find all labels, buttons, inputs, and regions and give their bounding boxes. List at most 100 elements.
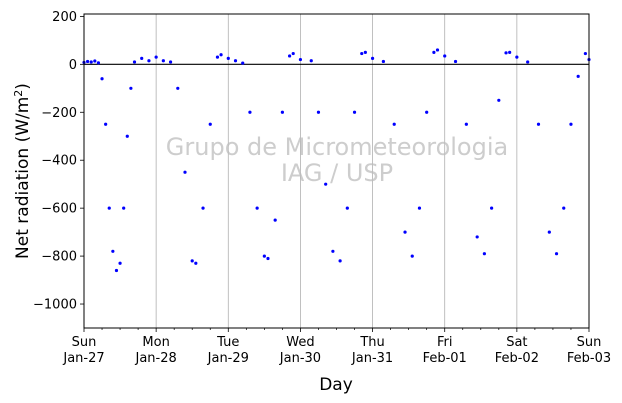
data-point-0-35 (273, 218, 277, 222)
data-point-0-48 (363, 50, 367, 54)
data-point-0-49 (370, 56, 375, 60)
data-point-0-47 (360, 51, 364, 56)
data-point-0-37 (288, 54, 292, 58)
y-tick-label-5: −800 (41, 250, 77, 265)
data-point-0-70 (547, 230, 551, 234)
data-point-0-9 (114, 268, 119, 273)
x-tick-day-5: Fri (437, 335, 453, 350)
data-point-0-50 (381, 59, 385, 64)
data-point-0-54 (417, 206, 422, 210)
data-point-0-36 (280, 110, 284, 114)
x-axis-ticks: SunJan-27MonJan-28TueJan-29WedJan-30ThuJ… (62, 328, 611, 366)
x-tick-day-4: Thu (359, 335, 384, 350)
data-point-0-60 (464, 122, 468, 126)
data-point-0-68 (526, 60, 530, 64)
data-point-0-73 (569, 122, 573, 126)
data-point-0-27 (219, 53, 223, 57)
data-point-0-42 (324, 182, 328, 186)
data-point-0-29 (233, 59, 238, 63)
data-point-0-28 (226, 56, 230, 60)
data-point-0-39 (298, 57, 303, 62)
data-point-0-46 (352, 110, 357, 114)
x-tick-day-7: Sun (577, 335, 602, 350)
data-point-0-59 (453, 59, 458, 64)
data-point-0-43 (331, 249, 335, 253)
y-axis-title-close: ) (13, 83, 33, 90)
data-point-0-34 (266, 256, 270, 261)
data-point-0-14 (132, 60, 137, 64)
y-tick-label-1: 0 (69, 58, 77, 73)
data-point-0-22 (190, 259, 194, 263)
watermark: Grupo de Micrometeorologia IAG / USP (166, 133, 508, 187)
y-tick-label-6: −1000 (33, 298, 77, 313)
data-point-0-10 (118, 261, 122, 265)
y-tick-label-0: 200 (52, 10, 77, 25)
data-point-0-8 (111, 249, 115, 253)
data-point-0-12 (125, 134, 129, 138)
grid-lines (155, 14, 518, 328)
watermark-line2: IAG / USP (281, 159, 393, 187)
data-point-0-24 (201, 206, 205, 210)
data-point-0-17 (154, 55, 158, 59)
data-point-0-21 (183, 170, 187, 174)
y-axis-title-superscript: 2 (12, 90, 25, 97)
x-tick-day-1: Mon (142, 335, 169, 350)
data-point-0-75 (583, 51, 587, 56)
data-point-0-19 (168, 60, 173, 64)
data-point-0-51 (392, 122, 396, 126)
data-point-0-67 (515, 55, 519, 59)
data-point-0-74 (576, 74, 580, 78)
data-point-0-71 (554, 252, 559, 256)
data-point-0-62 (482, 252, 486, 256)
watermark-line1: Grupo de Micrometeorologia (166, 133, 508, 161)
x-tick-day-3: Wed (286, 335, 314, 350)
data-point-0-64 (497, 98, 501, 102)
data-point-0-13 (129, 86, 133, 90)
x-axis-title: Day (319, 375, 353, 395)
data-point-0-31 (248, 110, 252, 114)
data-point-0-25 (208, 122, 212, 126)
data-point-0-63 (490, 206, 494, 210)
data-point-0-6 (104, 122, 108, 126)
data-point-0-45 (345, 206, 349, 210)
data-point-0-33 (262, 254, 266, 258)
data-point-0-32 (255, 206, 259, 210)
x-tick-day-0: Sun (72, 335, 97, 350)
data-point-0-38 (291, 51, 295, 56)
x-tick-day-2: Tue (216, 335, 239, 350)
data-points (82, 48, 591, 273)
data-point-0-57 (435, 48, 440, 52)
data-point-0-55 (425, 110, 429, 114)
data-point-0-5 (100, 77, 104, 81)
y-tick-label-2: −200 (41, 106, 77, 121)
data-point-0-72 (562, 206, 566, 210)
data-point-0-23 (194, 261, 198, 265)
data-point-0-18 (161, 59, 165, 63)
x-tick-date-0: Jan-27 (62, 351, 104, 366)
x-tick-date-6: Feb-02 (495, 351, 539, 366)
data-point-0-44 (338, 259, 342, 263)
data-point-0-40 (309, 59, 313, 63)
data-point-0-30 (241, 61, 245, 65)
data-point-0-61 (475, 235, 479, 239)
data-point-0-26 (215, 55, 220, 59)
data-point-0-41 (316, 110, 321, 114)
y-tick-label-3: −400 (41, 154, 77, 169)
data-point-0-7 (107, 206, 111, 210)
data-point-0-11 (122, 206, 126, 210)
data-point-0-4 (96, 61, 101, 65)
data-point-0-16 (147, 59, 151, 63)
data-point-0-66 (508, 50, 512, 54)
y-tick-label-4: −600 (41, 202, 77, 217)
x-tick-date-4: Jan-31 (351, 351, 393, 366)
y-axis-title-main: Net radiation (W/m (13, 97, 33, 259)
x-tick-date-2: Jan-29 (207, 351, 249, 366)
data-point-0-20 (176, 86, 180, 90)
data-point-0-58 (443, 54, 447, 58)
x-tick-day-6: Sat (506, 335, 527, 350)
data-point-0-15 (140, 56, 144, 60)
data-point-0-53 (410, 254, 414, 258)
data-point-0-69 (536, 122, 541, 126)
data-point-0-3 (93, 59, 97, 63)
